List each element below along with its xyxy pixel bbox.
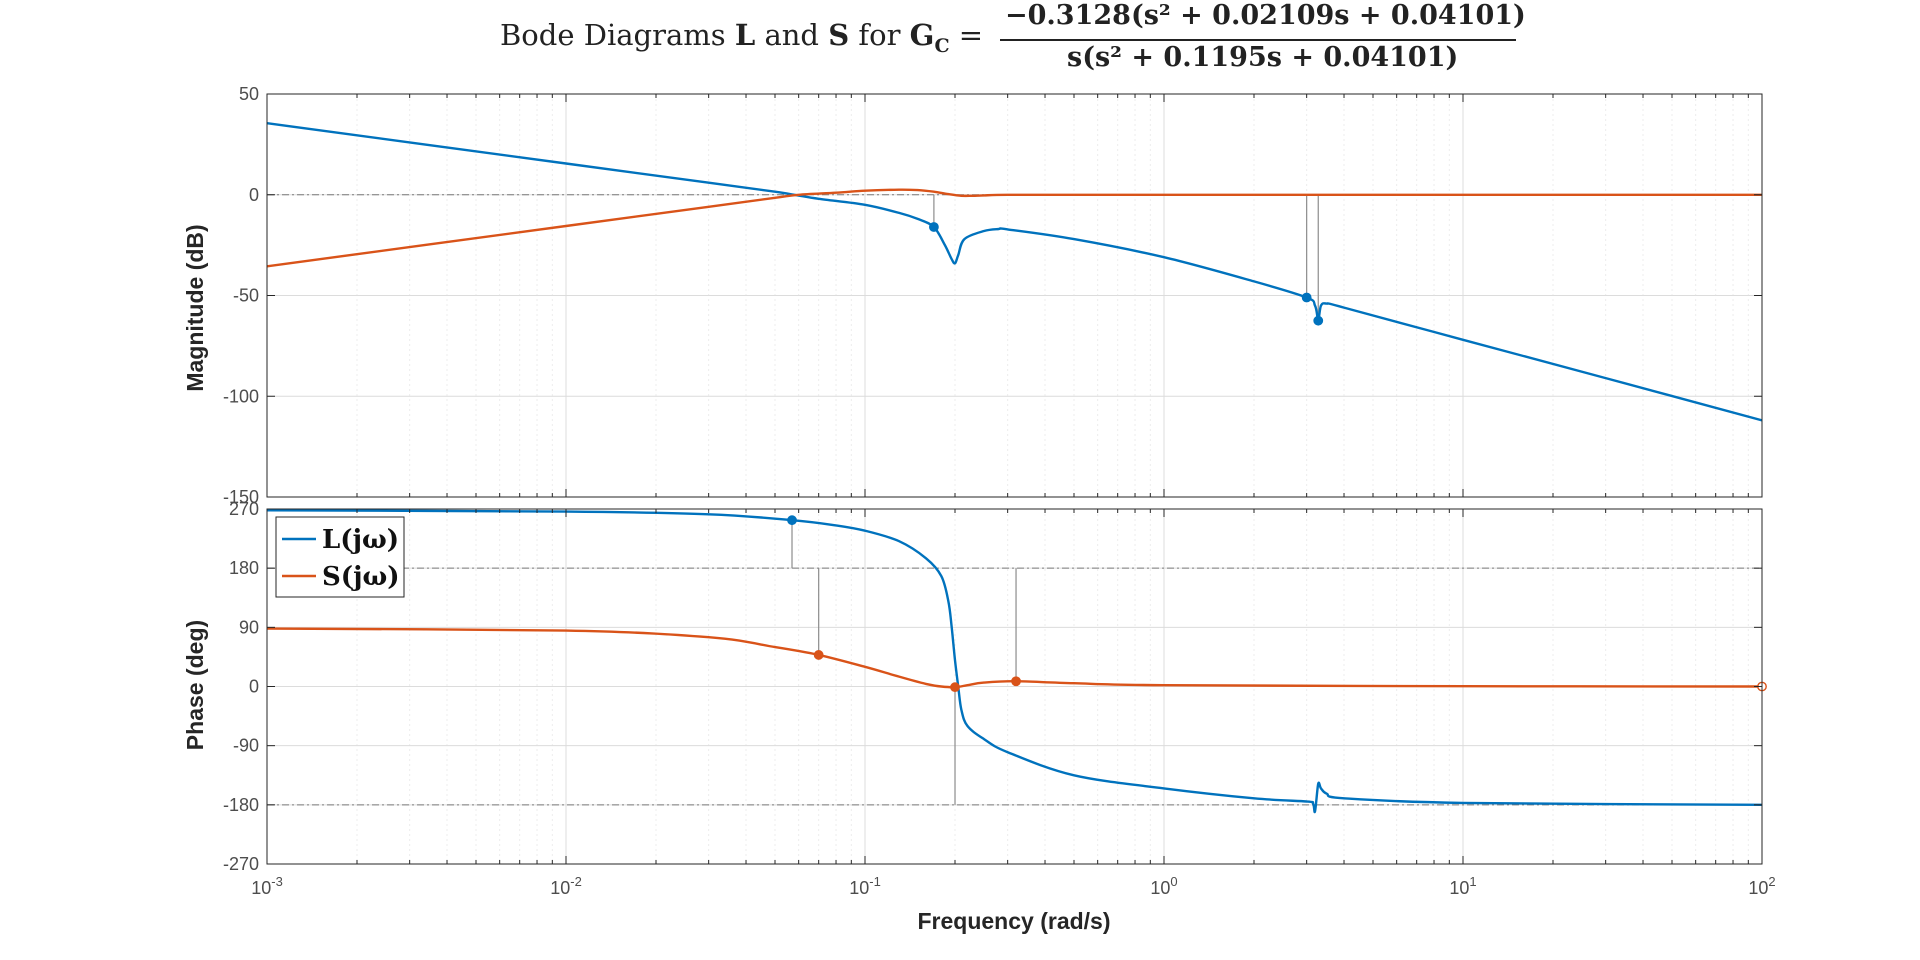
xtick-label-exponent: 1 — [1469, 874, 1476, 889]
xtick-label-exponent: -1 — [869, 874, 881, 889]
xtick-label-exponent: 0 — [1170, 874, 1177, 889]
xtick-label-base: 10 — [550, 878, 570, 898]
magnitude-marker-L — [1301, 292, 1312, 303]
xtick-label: 10-3 — [251, 874, 283, 898]
phase-ylabel: Phase (deg) — [182, 620, 208, 750]
xtick-label-exponent: -3 — [271, 874, 283, 889]
magnitude-ytick-label: -50 — [233, 286, 259, 306]
phase-marker-S — [813, 650, 824, 660]
phase-ytick-label: -180 — [223, 795, 259, 815]
legend: L(jω) S(jω) — [275, 516, 405, 598]
magnitude-panel: -150 -100 -50 0 50 — [223, 84, 1763, 507]
phase-marker-S — [950, 682, 960, 693]
magnitude-grid — [266, 93, 1763, 498]
phase-ytick-label: -90 — [233, 736, 259, 756]
xtick-label: 10-1 — [849, 874, 881, 898]
phase-series-L — [267, 509, 1762, 814]
xtick-label-base: 10 — [1748, 878, 1768, 898]
frequency-xlabel: Frequency (rad/s) — [918, 908, 1111, 934]
magnitude-ylabel: Magnitude (dB) — [182, 224, 208, 391]
magnitude-series-S — [267, 188, 1762, 268]
title-equals: = — [958, 18, 984, 52]
magnitude-ytick-label: -150 — [223, 487, 259, 507]
magnitude-ytick-label: 0 — [249, 185, 259, 205]
phase-marker-S — [1011, 676, 1021, 687]
legend-label-S: S(jω) — [322, 562, 400, 592]
magnitude-marker-L — [929, 222, 939, 232]
legend-label-L: L(jω) — [322, 525, 399, 555]
phase-ytick-label: 0 — [249, 677, 259, 697]
title-S: S — [828, 18, 850, 52]
title-G: G — [909, 18, 935, 52]
phase-marker-L — [787, 515, 797, 526]
xtick-label-base: 10 — [1449, 878, 1469, 898]
title-denominator: s(s² + 0.1195s + 0.04101) — [1067, 42, 1459, 73]
phase-ytick-label: 180 — [229, 558, 259, 578]
legend-box — [275, 516, 405, 598]
xtick-label-base: 10 — [251, 878, 271, 898]
xtick-label: 102 — [1748, 874, 1775, 898]
title-numerator: −0.3128(s² + 0.02109s + 0.04101) — [1005, 0, 1526, 31]
title-text: Bode Diagrams L and S for GC = — [500, 18, 983, 57]
xtick-label: 100 — [1150, 874, 1177, 898]
magnitude-ytick-label: 50 — [239, 84, 259, 104]
phase-ytick-label: 270 — [229, 499, 259, 519]
xtick-label-base: 10 — [1150, 878, 1170, 898]
magnitude-ytick-label: -100 — [223, 386, 259, 406]
chart-title: Bode Diagrams L and S for GC = −0.3128(s… — [0, 0, 1920, 82]
xtick-label: 101 — [1449, 874, 1476, 898]
xtick-label-exponent: 2 — [1768, 874, 1775, 889]
phase-series-S — [267, 627, 1762, 689]
xtick-label: 10-2 — [550, 874, 582, 898]
title-prefix: Bode Diagrams — [500, 18, 726, 52]
phase-ytick-label: -270 — [223, 854, 259, 874]
title-G-sub: C — [934, 34, 950, 57]
xtick-label-base: 10 — [849, 878, 869, 898]
phase-ytick-label: 90 — [239, 617, 259, 637]
title-for: for — [858, 18, 901, 52]
title-L: L — [734, 18, 756, 52]
title-fraction-bar — [1000, 39, 1516, 41]
xtick-label-exponent: -2 — [570, 874, 582, 889]
magnitude-marker-L — [1313, 315, 1324, 326]
title-and: and — [764, 18, 819, 52]
